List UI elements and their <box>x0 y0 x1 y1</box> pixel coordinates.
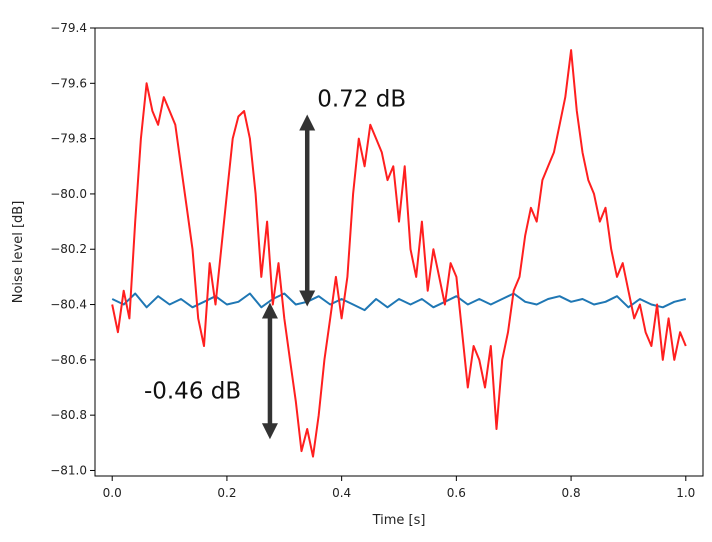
y-tick-label: −79.4 <box>50 21 87 35</box>
x-tick-label: 0.2 <box>217 486 236 500</box>
annotation-label-1: -0.46 dB <box>144 379 241 405</box>
x-tick-label: 1.0 <box>676 486 695 500</box>
x-tick-label: 0.6 <box>447 486 466 500</box>
y-tick-label: −80.4 <box>50 298 87 312</box>
y-tick-label: −79.6 <box>50 76 87 90</box>
annotation-arrow-1 <box>261 302 278 440</box>
x-tick-label: 0.0 <box>103 486 122 500</box>
plot-frame <box>94 27 704 477</box>
y-axis-label: Noise level [dB] <box>11 201 26 304</box>
y-tick-label: −80.8 <box>50 408 87 422</box>
x-tick-label: 0.4 <box>332 486 351 500</box>
y-tick-label: −80.0 <box>50 187 87 201</box>
series-line-1 <box>111 49 687 458</box>
annotation-arrow-0 <box>299 114 316 307</box>
arrow-head-down <box>299 290 316 307</box>
arrow-head-up <box>299 114 316 131</box>
y-tick-label: −81.0 <box>50 463 87 477</box>
annotation-label-0: 0.72 dB <box>317 86 406 112</box>
x-axis-label: Time [s] <box>372 513 426 528</box>
arrow-head-down <box>261 423 278 440</box>
arrow-head-up <box>261 302 278 319</box>
y-tick-label: −79.8 <box>50 132 87 146</box>
y-tick-label: −80.6 <box>50 353 87 367</box>
y-tick-label: −80.2 <box>50 242 87 256</box>
x-tick-label: 0.8 <box>562 486 581 500</box>
plot-area: 0.72 dB -0.46 dB 0.0 0.2 0.4 0.6 0.8 1.0 −79.4 −7… <box>50 21 704 500</box>
